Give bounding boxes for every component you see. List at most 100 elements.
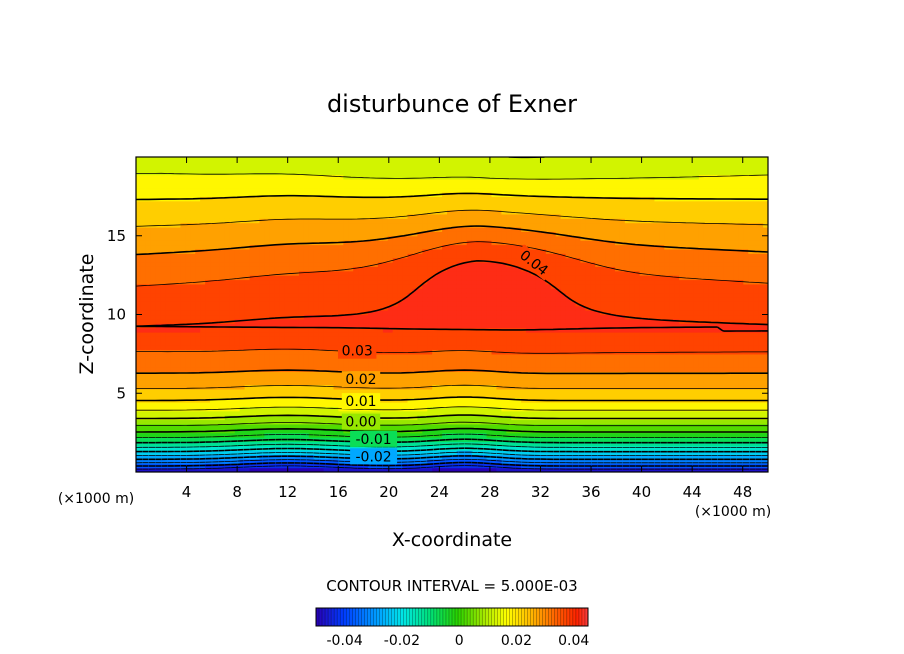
field-cell [155,384,162,390]
field-cell [353,288,359,294]
field-cell [229,288,236,294]
field-cell [466,345,473,351]
field-cell [397,441,404,447]
field-cell [368,467,374,472]
field-cell [145,178,152,184]
field-cell [437,196,443,202]
field-cell [442,318,448,324]
field-cell [407,402,414,407]
field-cell [471,165,478,171]
field-cell [224,218,231,224]
field-cell [456,410,463,416]
field-cell [284,222,290,228]
field-cell [437,235,443,241]
field-cell [447,209,453,215]
field-cell [338,437,344,442]
field-cell [387,174,394,180]
field-cell [239,410,246,416]
field-cell [229,157,236,162]
field-cell [200,305,206,311]
field-cell [471,235,478,241]
field-cell [254,240,261,246]
field-cell [363,187,369,193]
field-cell [150,384,157,390]
field-cell [466,458,473,464]
field-cell [185,288,191,294]
field-cell [224,441,231,447]
field-cell [269,248,275,254]
field-cell [318,205,325,211]
field-cell [476,367,483,372]
field-cell [407,388,414,394]
field-cell [333,327,340,333]
field-cell [185,467,191,472]
field-cell [150,393,157,399]
field-cell [259,349,265,355]
field-cell [155,358,162,364]
field-cell [175,266,182,272]
field-cell [353,253,359,259]
field-cell [363,262,369,267]
field-cell [289,345,295,351]
field-cell [170,165,177,171]
field-cell [150,419,157,425]
field-cell [239,362,246,368]
field-cell [294,423,300,429]
field-cell [224,178,231,184]
field-cell [471,336,478,342]
field-cell [175,292,182,298]
field-cell [432,218,438,224]
field-cell [219,196,226,202]
field-cell [422,314,428,320]
field-cell [358,323,364,329]
field-cell [244,336,251,342]
field-cell [239,279,246,285]
field-cell [382,349,389,355]
field-cell [333,292,340,298]
field-cell [210,170,216,176]
field-cell [377,205,384,211]
field-cell [274,209,280,215]
field-cell [348,318,354,324]
field-cell [190,257,196,263]
field-cell [397,340,404,346]
field-cell [175,323,182,329]
field-cell [180,218,186,224]
field-cell [348,323,354,329]
field-cell [323,450,330,456]
field-cell [373,362,379,368]
field-cell [387,248,394,254]
field-cell [387,275,394,281]
field-cell [308,384,315,390]
field-cell [259,463,265,469]
field-cell [219,445,226,451]
field-cell [210,336,216,342]
field-cell [442,428,448,434]
field-cell [215,384,221,390]
field-cell [298,165,305,171]
field-cell [249,183,256,189]
field-cell [254,187,261,193]
field-cell [249,349,256,355]
field-cell [377,292,384,298]
field-cell [150,161,157,167]
field-cell [150,358,157,364]
field-cell [269,410,275,416]
field-cell [215,157,221,162]
field-cell [392,240,399,246]
field-cell [452,235,458,241]
field-cell [348,279,354,285]
field-cell [254,157,261,162]
field-cell [244,187,251,193]
field-cell [224,340,231,346]
field-cell [136,393,142,399]
field-cell [427,310,433,316]
field-cell [412,227,419,232]
field-cell [249,165,256,171]
field-cell [328,248,335,254]
field-cell [279,349,285,355]
field-cell [318,165,325,171]
field-cell [442,393,448,399]
field-cell [313,279,320,285]
field-cell [442,244,448,250]
